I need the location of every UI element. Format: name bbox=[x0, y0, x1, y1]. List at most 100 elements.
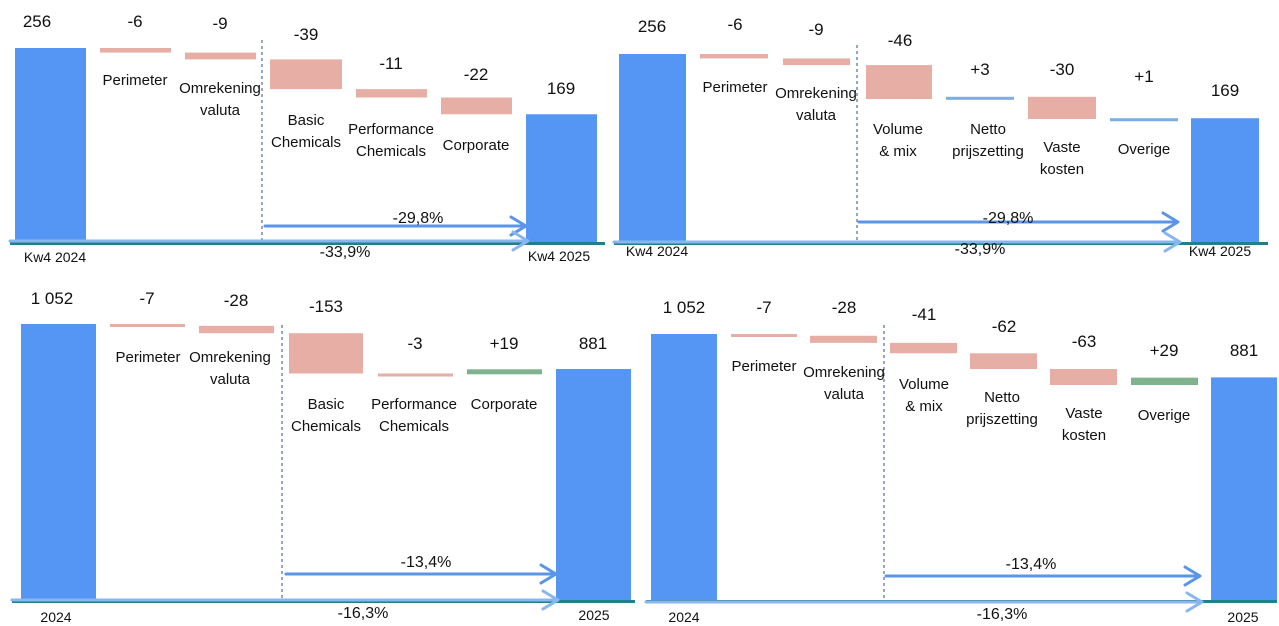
category-label: kosten bbox=[1040, 161, 1084, 178]
arrow-long-head bbox=[541, 589, 560, 611]
pct-label-long: -16,3% bbox=[977, 606, 1028, 623]
category-label: Chemicals bbox=[291, 418, 361, 435]
category-label: Basic bbox=[288, 112, 325, 129]
value-label: +29 bbox=[1150, 341, 1179, 360]
delta-bar bbox=[890, 342, 957, 354]
value-label: 169 bbox=[1211, 81, 1239, 100]
category-label: Omrekening bbox=[803, 364, 885, 381]
total-bar bbox=[15, 48, 86, 243]
value-label: +3 bbox=[970, 60, 989, 79]
category-label: Performance bbox=[371, 396, 457, 413]
total-bar bbox=[619, 54, 686, 243]
delta-bar bbox=[1050, 369, 1117, 386]
category-label: Netto bbox=[970, 121, 1006, 138]
category-label: prijszetting bbox=[966, 411, 1038, 428]
category-label: Overige bbox=[1118, 141, 1171, 158]
pct-label-long: -16,3% bbox=[338, 605, 389, 622]
category-label: Basic bbox=[308, 396, 345, 413]
delta-bar bbox=[866, 65, 932, 100]
waterfall-chart-q4-drivers: 256 -6 -9 -46 +3 -30 +1 169 Perimeter Omrekening v… bbox=[612, 15, 1268, 259]
delta-bar bbox=[378, 373, 453, 377]
category-label: valuta bbox=[796, 107, 837, 124]
category-label: Omrekening bbox=[775, 85, 857, 102]
value-label: 256 bbox=[638, 17, 666, 36]
category-label: Vaste bbox=[1043, 139, 1080, 156]
category-label: kosten bbox=[1062, 427, 1106, 444]
value-label: -7 bbox=[139, 289, 154, 308]
arrow-short-head bbox=[1161, 211, 1180, 233]
axis-label: Kw4 2024 bbox=[24, 249, 86, 265]
value-label: -30 bbox=[1050, 60, 1075, 79]
category-label: valuta bbox=[210, 371, 251, 388]
value-label: -46 bbox=[888, 31, 913, 50]
category-label: valuta bbox=[200, 102, 241, 119]
value-label: -22 bbox=[464, 65, 489, 84]
delta-bar bbox=[970, 353, 1037, 370]
category-label: Omrekening bbox=[179, 80, 261, 97]
delta-bar bbox=[1028, 96, 1096, 119]
arrow-short-head bbox=[1183, 565, 1202, 587]
category-label: valuta bbox=[824, 386, 865, 403]
delta-bar bbox=[1110, 118, 1178, 122]
value-label: -28 bbox=[224, 291, 249, 310]
category-label: Chemicals bbox=[379, 418, 449, 435]
delta-bar bbox=[100, 48, 171, 53]
category-label: Omrekening bbox=[189, 349, 271, 366]
delta-bar bbox=[731, 334, 797, 337]
value-label: -28 bbox=[832, 298, 857, 317]
delta-bar bbox=[441, 97, 512, 115]
value-label: -153 bbox=[309, 297, 343, 316]
delta-bar bbox=[700, 54, 768, 59]
category-label: Volume bbox=[899, 376, 949, 393]
value-label: +1 bbox=[1134, 67, 1153, 86]
value-label: -39 bbox=[294, 25, 319, 44]
category-label: Overige bbox=[1138, 407, 1191, 424]
total-bar bbox=[526, 114, 597, 243]
total-bar bbox=[21, 324, 96, 601]
value-label: 881 bbox=[579, 334, 607, 353]
category-label: Perimeter bbox=[731, 358, 796, 375]
pct-label-short: -13,4% bbox=[1006, 556, 1057, 573]
category-label: Corporate bbox=[443, 137, 510, 154]
delta-bar bbox=[467, 369, 542, 375]
value-label: -9 bbox=[212, 14, 227, 33]
total-bar bbox=[556, 369, 631, 601]
pct-label-short: -29,8% bbox=[393, 210, 444, 227]
category-label: & mix bbox=[905, 398, 943, 415]
axis-label: Kw4 2025 bbox=[1189, 243, 1251, 259]
pct-label-long: -33,9% bbox=[955, 241, 1006, 258]
category-label: Perimeter bbox=[102, 72, 167, 89]
pct-label-long: -33,9% bbox=[320, 244, 371, 261]
value-label: -41 bbox=[912, 305, 937, 324]
axis-label: Kw4 2024 bbox=[626, 243, 688, 259]
waterfall-chart-year-drivers: 1 052 -7 -28 -41 -62 -63 +29 881 Perimeter Omreke… bbox=[644, 298, 1277, 625]
value-label: 256 bbox=[23, 12, 51, 31]
value-label: -62 bbox=[992, 317, 1017, 336]
value-label: -6 bbox=[727, 15, 742, 34]
category-label: Corporate bbox=[471, 396, 538, 413]
value-label: 881 bbox=[1230, 341, 1258, 360]
value-label: 169 bbox=[547, 79, 575, 98]
arrow-short-head bbox=[539, 563, 558, 585]
waterfall-chart-year-segments: 1 052 -7 -28 -153 -3 +19 881 Perimeter Omrekenin… bbox=[10, 289, 635, 625]
value-label: +19 bbox=[490, 334, 519, 353]
category-label: Performance bbox=[348, 121, 434, 138]
category-label: Perimeter bbox=[115, 349, 180, 366]
axis-label: 2025 bbox=[578, 607, 609, 623]
value-label: 1 052 bbox=[663, 298, 706, 317]
value-label: -7 bbox=[756, 298, 771, 317]
value-label: -11 bbox=[379, 54, 402, 73]
delta-bar bbox=[110, 324, 185, 327]
delta-bar bbox=[270, 59, 342, 90]
category-label: Perimeter bbox=[702, 79, 767, 96]
total-bar bbox=[651, 334, 717, 601]
value-label: -63 bbox=[1072, 332, 1097, 351]
category-label: prijszetting bbox=[952, 143, 1024, 160]
value-label: 1 052 bbox=[31, 289, 74, 308]
value-label: -3 bbox=[407, 334, 422, 353]
arrow-short-head bbox=[509, 215, 528, 237]
category-label: Volume bbox=[873, 121, 923, 138]
delta-bar bbox=[783, 58, 850, 66]
arrow-long-head bbox=[1163, 231, 1182, 253]
